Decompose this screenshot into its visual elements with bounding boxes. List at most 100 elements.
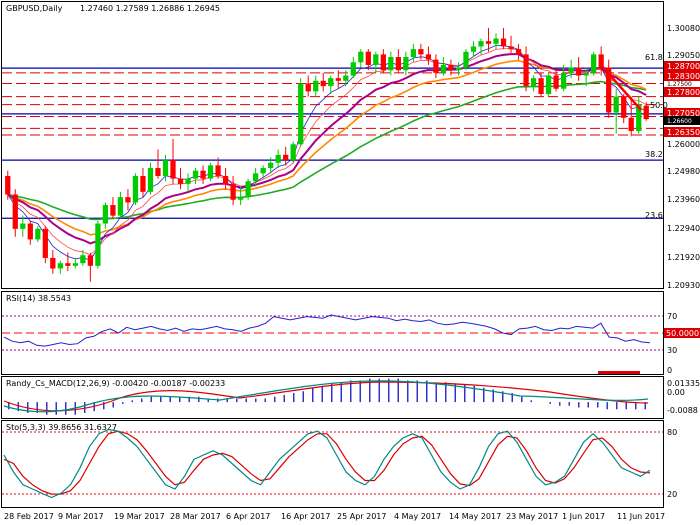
candle-body bbox=[621, 96, 627, 118]
price-axis: 1.30080 1.29050 1.28700 1.28300 1.27500 … bbox=[664, 24, 700, 290]
candle-body bbox=[12, 194, 18, 229]
rsi-tick-50: 50.0000 bbox=[666, 329, 699, 338]
time-axis: 28 Feb 2017 9 Mar 2017 19 Mar 2017 28 Ma… bbox=[4, 512, 665, 521]
candle-body bbox=[185, 178, 191, 184]
candlesticks bbox=[5, 27, 649, 282]
rsi-panel[interactable] bbox=[1, 291, 664, 375]
candle-body bbox=[643, 105, 649, 120]
price-tag-1-26350: 1.26350 bbox=[667, 128, 700, 137]
price-tag-bg bbox=[664, 87, 700, 97]
fib-label-50-0: 50.0 bbox=[650, 101, 668, 110]
candle-body bbox=[253, 173, 259, 182]
candle-body bbox=[508, 46, 514, 50]
candle-body bbox=[358, 51, 364, 63]
macd-tick-zero: 0.00 bbox=[667, 388, 685, 397]
rsi-tick-30: 30 bbox=[667, 346, 677, 355]
candle-body bbox=[493, 38, 499, 44]
candle-body bbox=[222, 175, 229, 184]
price-tag-1-28700: 1.28700 bbox=[667, 62, 700, 71]
candle-body bbox=[410, 49, 417, 58]
candle-body bbox=[380, 54, 386, 71]
candle-body bbox=[237, 197, 244, 200]
candle-body bbox=[365, 51, 371, 65]
candle-body bbox=[613, 96, 619, 113]
candle-body bbox=[260, 168, 266, 174]
rsi-tag-bg bbox=[664, 328, 700, 338]
candle-body bbox=[478, 41, 484, 47]
ma-blue-thin-line bbox=[7, 44, 647, 261]
candle-body bbox=[283, 154, 289, 161]
main-price-panel[interactable] bbox=[1, 1, 664, 289]
candle-body bbox=[388, 57, 394, 71]
ohlc-readout: 1.27460 1.27589 1.26886 1.26945 bbox=[80, 4, 220, 13]
candle-body bbox=[155, 168, 161, 176]
stoch-main-line bbox=[3, 428, 651, 499]
candle-body bbox=[403, 57, 409, 71]
candle-body bbox=[320, 80, 326, 87]
price-tag-current-bg bbox=[664, 116, 700, 125]
candle-body bbox=[335, 78, 341, 81]
candle-body bbox=[568, 67, 574, 73]
candle-body bbox=[110, 205, 116, 216]
trendline-segment[interactable] bbox=[599, 63, 642, 111]
price-tick: 1.22940 bbox=[667, 224, 700, 233]
price-tick: 1.30080 bbox=[667, 24, 700, 33]
candle-body bbox=[455, 67, 462, 71]
candle-body bbox=[230, 183, 236, 200]
price-tag-bg bbox=[664, 61, 700, 71]
candle-body bbox=[440, 64, 447, 73]
candle-body bbox=[500, 38, 507, 47]
candle-body bbox=[373, 54, 379, 65]
candle-body bbox=[72, 263, 78, 266]
candle-body bbox=[290, 144, 296, 161]
candle-body bbox=[545, 75, 552, 95]
candle-body bbox=[215, 165, 221, 176]
candle-body bbox=[275, 154, 281, 163]
x-label: 28 Mar 2017 bbox=[170, 512, 221, 521]
candle-body bbox=[80, 255, 86, 264]
candle-body bbox=[591, 54, 597, 73]
candle-body bbox=[125, 197, 131, 203]
macd-histogram bbox=[8, 378, 646, 415]
candle-body bbox=[636, 104, 642, 132]
candle-body bbox=[170, 160, 176, 179]
ma-red-thin-line bbox=[7, 48, 647, 256]
fib-label-61-8: 61.8 bbox=[645, 53, 663, 62]
candle-body bbox=[57, 263, 63, 269]
candle-body bbox=[583, 72, 589, 76]
rsi-signal-bar bbox=[598, 371, 640, 374]
macd-label: Randy_Cs_MACD(12,26,9) -0.00420 -0.00187… bbox=[6, 379, 225, 388]
candle-body bbox=[177, 178, 184, 184]
candle-body bbox=[298, 83, 304, 145]
candle-body bbox=[515, 49, 522, 55]
candle-body bbox=[553, 75, 559, 89]
x-label: 28 Feb 2017 bbox=[4, 512, 54, 521]
candle-body bbox=[147, 168, 154, 192]
macd-panel[interactable] bbox=[1, 376, 664, 419]
candle-body bbox=[470, 46, 477, 52]
stochastic-panel[interactable] bbox=[1, 420, 664, 508]
candle-body bbox=[463, 51, 469, 68]
candle-body bbox=[530, 78, 537, 87]
candle-body bbox=[350, 62, 356, 76]
candle-body bbox=[425, 54, 432, 60]
candle-body bbox=[418, 49, 424, 55]
candle-body bbox=[162, 160, 169, 176]
candle-body bbox=[95, 223, 101, 266]
fib-label-23-6: 23.6 bbox=[645, 211, 663, 220]
candle-body bbox=[305, 83, 311, 92]
x-label: 25 Apr 2017 bbox=[337, 512, 386, 521]
candle-body bbox=[628, 117, 634, 132]
candle-body bbox=[343, 75, 349, 81]
price-tick: 1.20930 bbox=[667, 281, 700, 290]
price-tick: 1.29050 bbox=[667, 51, 700, 60]
candle-body bbox=[65, 263, 71, 266]
candle-body bbox=[313, 80, 319, 92]
x-label: 4 May 2017 bbox=[394, 512, 441, 521]
candle-body bbox=[395, 57, 401, 71]
rsi-line bbox=[3, 314, 651, 347]
red-trendline[interactable] bbox=[599, 63, 642, 111]
x-label: 19 Mar 2017 bbox=[114, 512, 165, 521]
